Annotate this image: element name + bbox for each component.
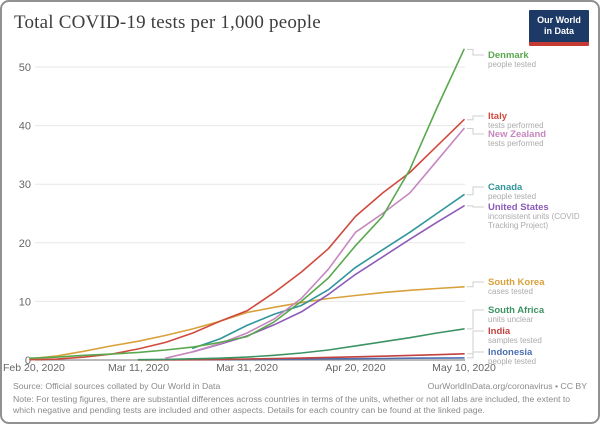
legend-connector-india [467,330,484,355]
x-tick-label-may-10-2020: May 10, 2020 [432,362,496,374]
license-link[interactable]: OurWorldInData.org/coronavirus • CC BY [427,380,587,391]
owid-logo-line1: Our World [537,15,581,25]
x-tick-label-feb-20-2020: Feb 20, 2020 [3,362,65,374]
note-text: Note: For testing figures, there are sub… [13,393,571,416]
legend-label-india[interactable]: India [488,326,511,337]
legend-note-italy-0: tests performed [488,121,544,130]
legend-label-south-africa[interactable]: South Africa [488,305,545,316]
legend-connector-south-africa [467,309,484,330]
series-line-south-africa[interactable] [137,328,465,361]
legend-note-south-africa-0: units unclear [488,315,534,324]
legend-connector-canada [467,186,484,196]
legend-note-canada-0: people tested [488,192,536,201]
y-tick-label-20: 20 [19,238,31,250]
legend-note-united-states-1: Tracking Project) [488,221,549,230]
legend-note-india-0: samples tested [488,336,542,345]
legend-note-united-states-0: inconsistent units (COVID [488,212,580,221]
legend-label-new-zealand[interactable]: New Zealand [488,129,546,140]
series-line-india[interactable] [137,352,465,361]
legend-label-italy[interactable]: Italy [488,111,508,122]
y-tick-label-40: 40 [19,121,31,133]
legend-connector-new-zealand [467,128,484,135]
legend-note-denmark-0: people tested [488,60,536,69]
legend-connector-denmark [467,48,484,56]
chart-canvas[interactable]: 0 10 20 30 40 50 Feb 20, 2020 Mar 11, 2020 Mar 3… [2,40,600,380]
legend-connector-italy [467,115,484,121]
legend-label-south-korea[interactable]: South Korea [488,277,545,288]
x-tick-label-mar-31-2020: Mar 31, 2020 [216,362,278,374]
legend-label-canada[interactable]: Canada [488,182,523,193]
y-tick-label-10: 10 [19,296,31,308]
y-tick-label-0: 0 [25,355,31,367]
legend-note-new-zealand-0: tests performed [488,139,544,148]
x-tick-label-mar-11-2020: Mar 11, 2020 [108,362,169,374]
legend-connector-indonesia [467,351,484,359]
series-line-denmark[interactable] [29,48,465,360]
page-title: Total COVID-19 tests per 1,000 people [14,12,321,33]
legend-connector-south-korea [467,281,484,288]
source-text: Source: Official sources collated by Our… [13,380,221,391]
owid-logo-line2: in Data [543,26,574,37]
chart-footer: Source: Official sources collated by Our… [13,381,587,417]
legend-note-indonesia-0: people tested [488,357,536,366]
y-tick-label-30: 30 [19,179,31,191]
series-line-new-zealand[interactable] [164,127,465,360]
series-line-south-korea[interactable] [29,286,465,360]
legend-label-united-states[interactable]: United States [488,202,549,213]
owid-logo[interactable]: Our World in Data [529,10,589,46]
legend-note-south-korea-0: cases tested [488,287,533,296]
legend-connector-united-states [467,205,484,208]
series-line-canada[interactable] [192,193,465,350]
x-tick-label-apr-20-2020: Apr 20, 2020 [325,362,385,374]
legend-label-indonesia[interactable]: Indonesia [488,347,533,358]
legend-label-denmark[interactable]: Denmark [488,50,529,61]
y-tick-label-50: 50 [19,62,31,74]
